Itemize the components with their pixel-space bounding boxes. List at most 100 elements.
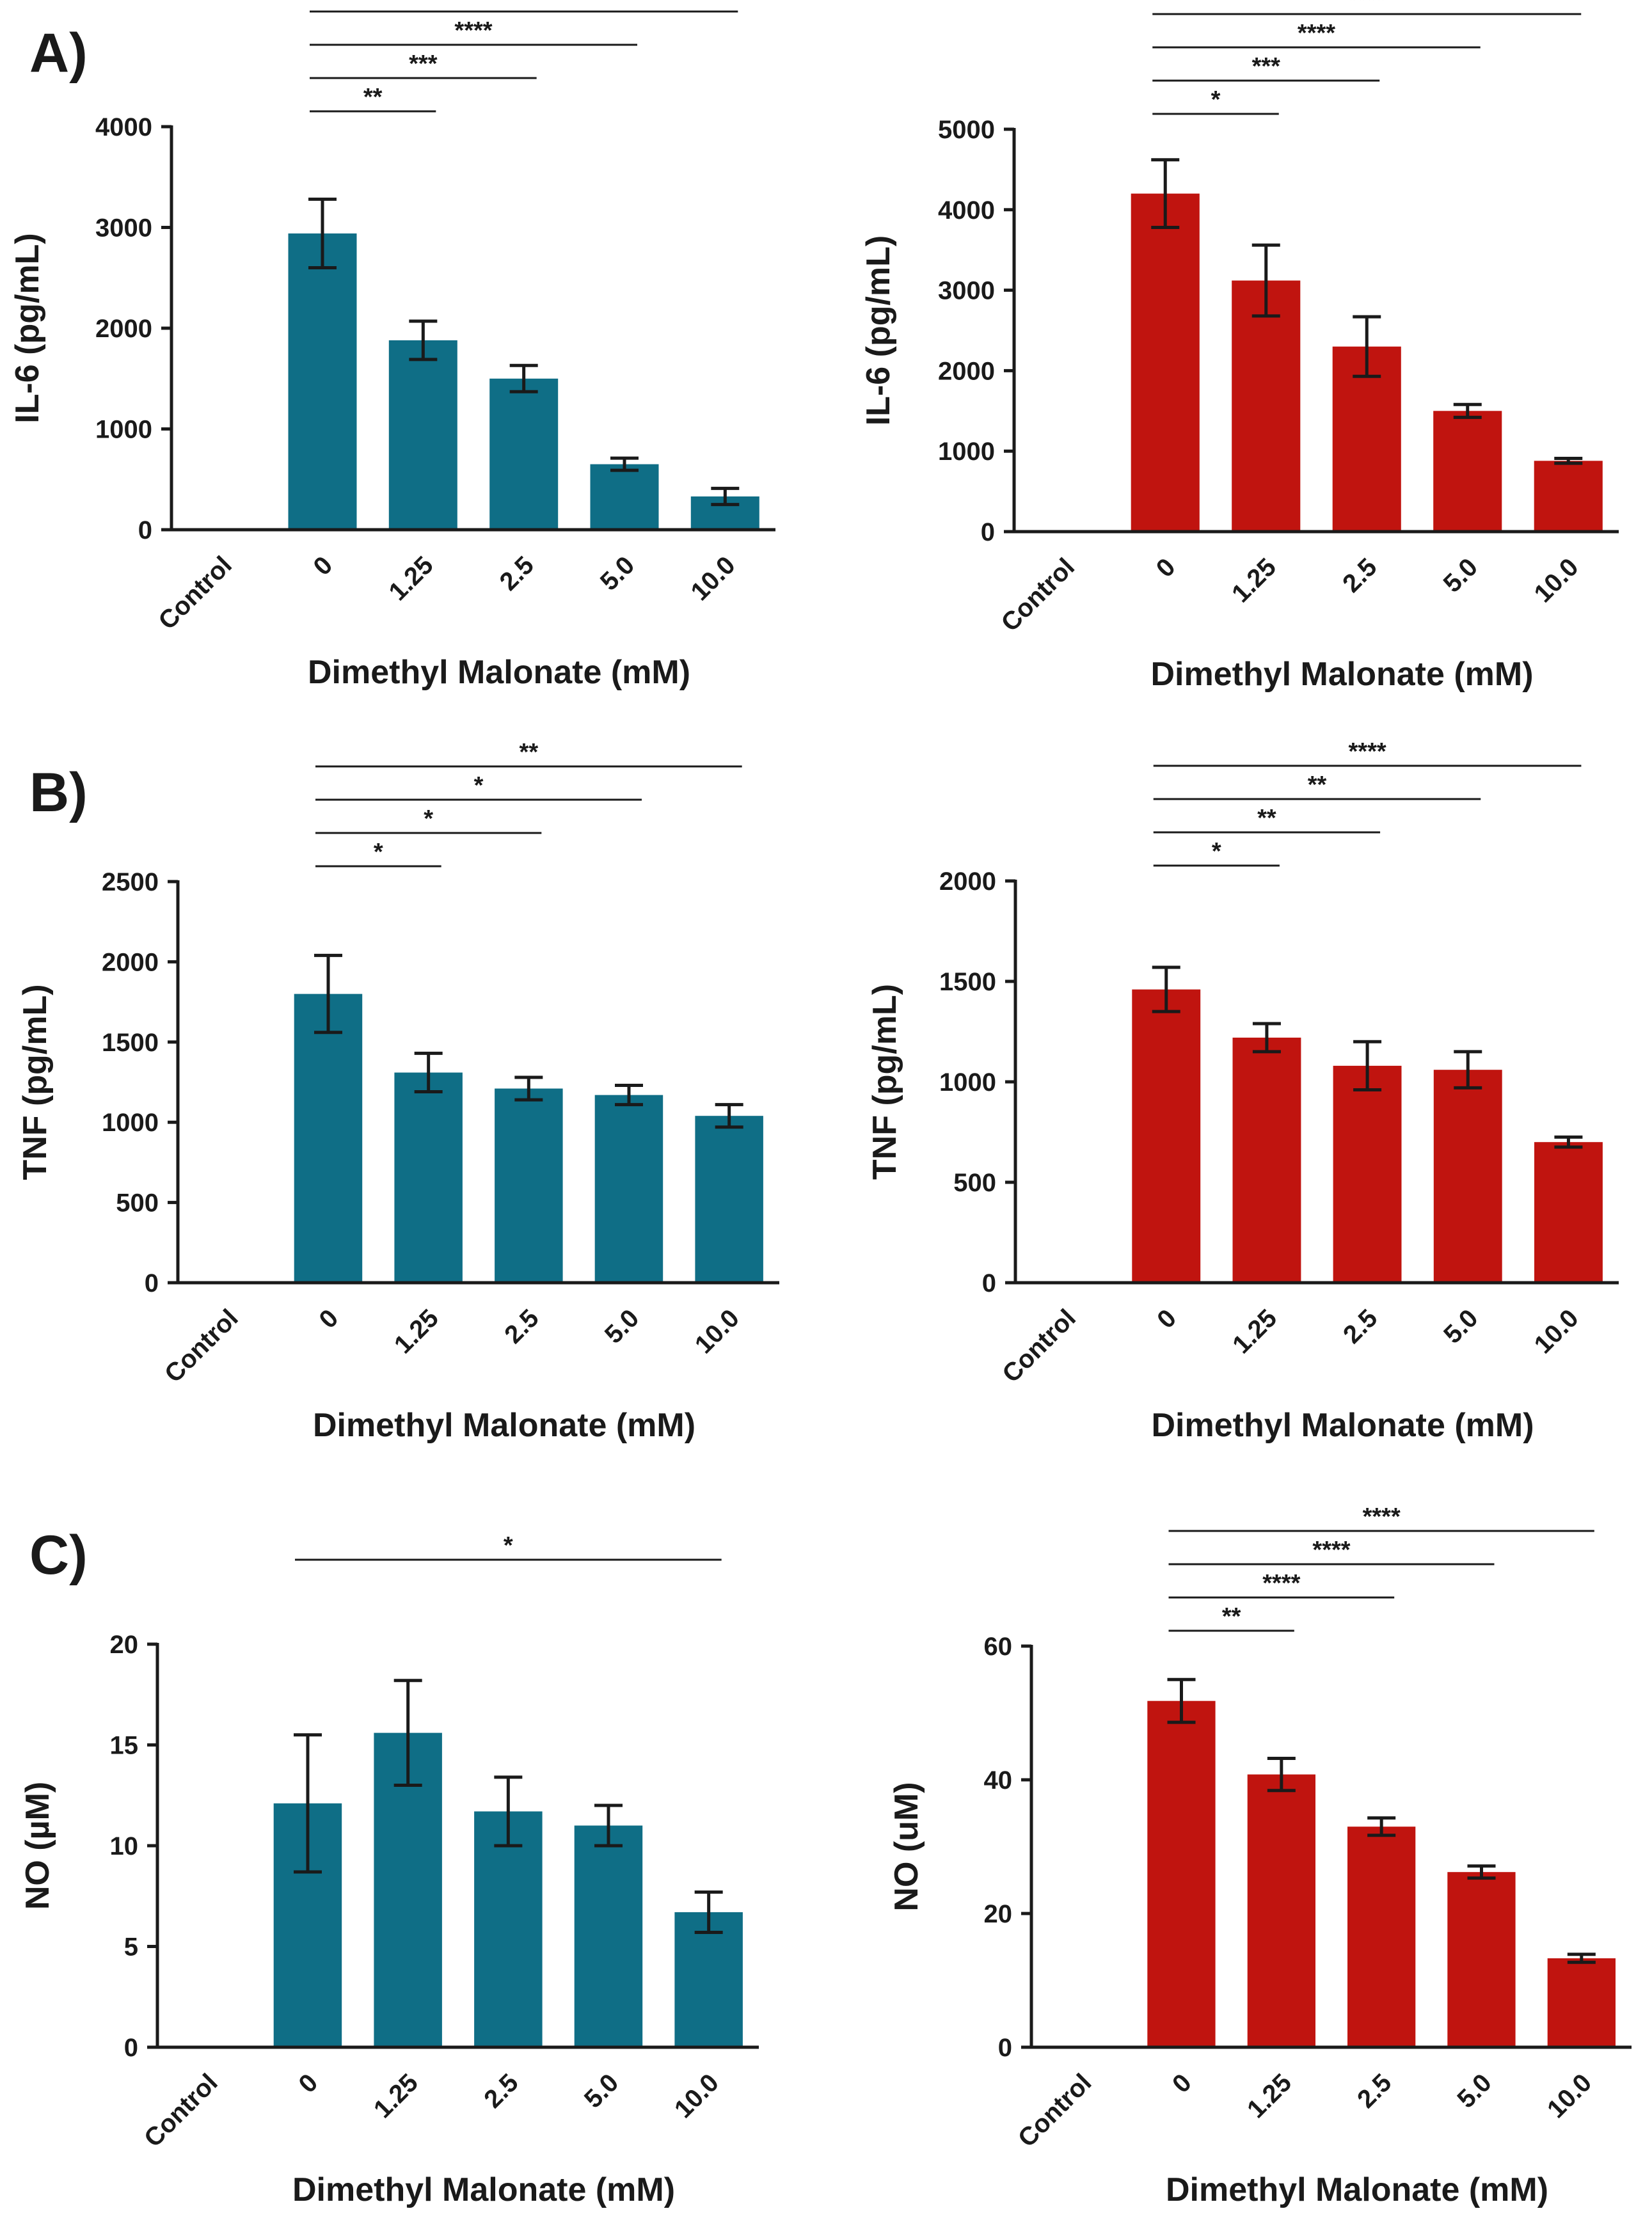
x-tick-label: Control	[153, 551, 237, 635]
x-tick-label: 5.0	[1438, 553, 1483, 598]
bar-5.0	[1447, 1872, 1516, 2047]
significance-0-vs-2.5: ****	[1168, 1570, 1395, 1599]
significance-label: **	[363, 84, 383, 111]
bar-5.0	[1433, 411, 1502, 532]
x-tick-label: Control	[159, 1304, 244, 1388]
x-tick-label: 1.25	[389, 1304, 444, 1359]
significance-label: *	[374, 839, 383, 866]
bar-1.25	[1232, 1037, 1301, 1283]
significance-label: ***	[409, 51, 438, 77]
significance-0-vs-2.5: **	[1153, 805, 1381, 834]
significance-label: **	[1257, 805, 1276, 832]
significance-0-vs-1.25: *	[315, 839, 441, 868]
x-axis-title: Dimethyl Malonate (mM)	[292, 2171, 675, 2208]
significance-label: ****	[1349, 738, 1386, 765]
significance-label: ****	[1348, 0, 1386, 13]
significance-0-vs-5.0: ****	[1168, 1537, 1495, 1565]
significance-label: ****	[505, 0, 543, 11]
x-tick-label: 0	[1167, 2068, 1197, 2098]
bar-10.0	[1534, 461, 1603, 532]
significance-0-vs-10.0: **	[315, 739, 742, 768]
error-bar-2.5	[1367, 1816, 1396, 1837]
x-tick-label: 2.5	[479, 2068, 523, 2113]
panel-label-c: C)	[29, 1525, 88, 1586]
error-bar-2.5	[494, 1775, 523, 1848]
error-bar-2.5	[1353, 315, 1381, 378]
significance-label: ****	[1312, 1537, 1350, 1564]
bar-5.0	[574, 1825, 643, 2047]
y-tick-label: 500	[116, 1189, 159, 1217]
y-tick-label: 500	[953, 1169, 996, 1197]
x-tick-label: 10.0	[690, 1304, 745, 1359]
significance-0-vs-5.0: **	[1153, 772, 1481, 800]
x-tick-label: 2.5	[495, 551, 539, 596]
y-tick-label: 0	[982, 1269, 996, 1297]
y-tick-label: 0	[998, 2034, 1012, 2062]
x-axis-title: Dimethyl Malonate (mM)	[1166, 2171, 1548, 2208]
x-tick-label: Control	[997, 1304, 1081, 1388]
panel-label-b: B)	[29, 762, 88, 823]
significance-label: **	[1308, 772, 1327, 798]
x-tick-label: 2.5	[1337, 553, 1382, 598]
y-tick-label: 15	[110, 1732, 139, 1760]
significance-label: **	[1222, 1603, 1241, 1630]
bar-2.5	[474, 1811, 543, 2047]
bar-0	[1147, 1700, 1216, 2047]
bar-0	[294, 994, 363, 1283]
error-bar-10.0	[715, 1103, 743, 1129]
y-tick-label: 0	[138, 516, 152, 544]
bar-5.0	[1433, 1070, 1502, 1283]
error-bar-1.25	[1251, 243, 1280, 318]
error-bar-5.0	[615, 1084, 643, 1107]
significance-label: *	[474, 772, 484, 799]
error-bar-10.0	[1567, 1953, 1596, 1964]
bar-0	[1132, 989, 1201, 1283]
bar-2.5	[495, 1088, 563, 1283]
significance-label: *	[424, 805, 433, 832]
y-tick-label: 1500	[102, 1029, 159, 1057]
x-tick-label: 10.0	[1529, 553, 1584, 608]
error-bar-5.0	[594, 1803, 623, 1848]
x-tick-label: 10.0	[1542, 2068, 1597, 2123]
error-bar-2.5	[509, 363, 538, 393]
significance-label: *	[504, 1532, 513, 1559]
significance-0-vs-1.25: *	[1152, 86, 1279, 115]
bar-10.0	[695, 1116, 763, 1283]
bar-10.0	[674, 1912, 743, 2047]
y-tick-label: 5	[124, 1933, 138, 1962]
x-tick-label: 0	[294, 2068, 324, 2098]
y-tick-label: 60	[984, 1633, 1013, 1661]
x-axis-title: Dimethyl Malonate (mM)	[313, 1407, 695, 1444]
y-tick-label: 0	[145, 1269, 159, 1297]
y-tick-label: 2500	[102, 868, 159, 896]
significance-0-vs-1.25: **	[310, 84, 436, 113]
panel-label-a: A)	[29, 22, 88, 84]
y-tick-label: 2000	[102, 948, 159, 976]
bar-2.5	[1333, 1065, 1402, 1283]
error-bar-1.25	[393, 1679, 422, 1787]
y-tick-label: 20	[110, 1631, 139, 1659]
error-bar-1.25	[1267, 1757, 1296, 1793]
x-tick-label: 0	[314, 1304, 344, 1334]
significance-label: *	[1211, 86, 1221, 113]
x-tick-label: 1.25	[1227, 1304, 1282, 1359]
bar-2.5	[489, 378, 559, 530]
error-bar-2.5	[514, 1075, 543, 1102]
y-tick-label: 2000	[939, 868, 996, 896]
y-tick-label: 0	[981, 518, 995, 546]
y-tick-label: 1000	[102, 1109, 159, 1137]
significance-0-vs-10.0: ****	[310, 0, 738, 13]
x-tick-label: 5.0	[1452, 2068, 1497, 2113]
x-tick-label: Control	[996, 553, 1080, 637]
y-tick-label: 5000	[938, 116, 995, 144]
x-tick-label: 0	[1151, 553, 1181, 583]
y-axis-title: IL-6 (pg/mL)	[9, 233, 46, 424]
significance-label: ****	[1262, 1570, 1300, 1597]
error-bar-5.0	[1453, 402, 1482, 419]
y-tick-label: 2000	[95, 315, 152, 343]
error-bar-10.0	[711, 486, 740, 507]
